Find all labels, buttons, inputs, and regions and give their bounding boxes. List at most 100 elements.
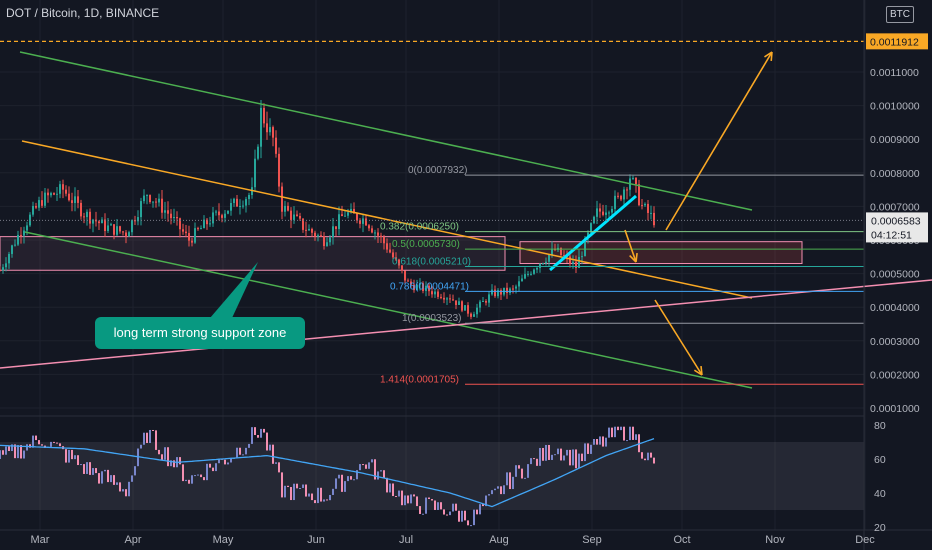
arrow-pullback-head bbox=[629, 252, 638, 263]
candle-body bbox=[437, 291, 439, 297]
rsi-bar bbox=[332, 488, 334, 495]
candle-body bbox=[92, 219, 94, 224]
rsi-bar bbox=[17, 445, 19, 459]
candle-body bbox=[473, 314, 475, 317]
rsi-bar bbox=[533, 458, 535, 460]
candle-body bbox=[440, 296, 442, 298]
candle-body bbox=[200, 228, 202, 230]
candle-body bbox=[506, 287, 508, 294]
candle-body bbox=[398, 259, 400, 266]
candle-body bbox=[581, 256, 583, 258]
rsi-bar bbox=[653, 457, 655, 464]
candle-body bbox=[26, 225, 28, 231]
rsi-bar bbox=[59, 443, 61, 447]
rsi-bar bbox=[410, 494, 412, 504]
candle-body bbox=[470, 313, 472, 317]
candle-body bbox=[317, 235, 319, 237]
rsi-bar bbox=[452, 503, 454, 512]
rsi-bar bbox=[107, 469, 109, 483]
candle-body bbox=[305, 229, 307, 231]
rsi-bar bbox=[305, 484, 307, 497]
candle-body bbox=[278, 153, 280, 187]
candle-body bbox=[20, 234, 22, 236]
candle-body bbox=[332, 226, 334, 238]
candle-body bbox=[542, 263, 544, 265]
candle-body bbox=[491, 289, 493, 295]
rsi-bar bbox=[122, 489, 124, 492]
rsi-bar bbox=[545, 444, 547, 461]
time-axis: Mar Apr May Jun Jul Aug Sep Oct Nov Dec bbox=[31, 534, 876, 546]
currency-badge[interactable]: BTC bbox=[886, 6, 914, 23]
candle-body bbox=[14, 244, 16, 246]
rsi-bar bbox=[602, 436, 604, 447]
candle-body bbox=[482, 301, 484, 303]
candle-body bbox=[350, 208, 352, 213]
candle-body bbox=[275, 137, 277, 154]
rsi-bar bbox=[437, 502, 439, 510]
callout-pointer bbox=[210, 262, 258, 318]
candle-body bbox=[269, 127, 271, 133]
rsi-bar bbox=[431, 499, 433, 501]
candle-body bbox=[455, 300, 457, 305]
rsi-bar bbox=[188, 479, 190, 484]
rsi-bar bbox=[476, 509, 478, 515]
candle-body bbox=[422, 283, 424, 291]
projection-arrows bbox=[210, 51, 773, 376]
rsi-bar bbox=[590, 444, 592, 454]
candle-body bbox=[137, 217, 139, 222]
rsi-bar bbox=[440, 502, 442, 510]
rsi-bar bbox=[227, 462, 229, 465]
candle-body bbox=[572, 261, 574, 264]
candle-body bbox=[311, 228, 313, 233]
candle-body bbox=[239, 206, 241, 208]
candle-body bbox=[17, 234, 19, 245]
candle-body bbox=[323, 236, 325, 247]
x-tick-label: Aug bbox=[489, 534, 509, 546]
candle-body bbox=[83, 216, 85, 218]
candle-body bbox=[536, 268, 538, 270]
candle-body bbox=[335, 226, 337, 229]
candle-body bbox=[308, 228, 310, 231]
candle-body bbox=[224, 213, 226, 218]
candle-body bbox=[113, 224, 115, 235]
candle-body bbox=[413, 284, 415, 291]
y-tick-label: 0.0009000 bbox=[870, 134, 920, 146]
candle-body bbox=[614, 195, 616, 209]
rsi-panel bbox=[0, 426, 864, 527]
rsi-bar bbox=[194, 475, 196, 477]
rsi-bar bbox=[494, 488, 496, 491]
candle-body bbox=[191, 240, 193, 243]
rsi-bar bbox=[392, 483, 394, 497]
candle-body bbox=[194, 228, 196, 243]
candle-body bbox=[599, 208, 601, 212]
candle-body bbox=[221, 215, 223, 218]
candle-body bbox=[434, 291, 436, 295]
candle-body bbox=[272, 127, 274, 138]
candle-body bbox=[188, 233, 190, 241]
rsi-bar bbox=[461, 510, 463, 522]
rsi-bar bbox=[527, 464, 529, 478]
candle-body bbox=[62, 184, 64, 190]
candle-body bbox=[215, 211, 217, 213]
rsi-bar bbox=[119, 482, 121, 492]
rsi-bar bbox=[89, 462, 91, 475]
candle-body bbox=[104, 219, 106, 232]
rsi-bar bbox=[257, 435, 259, 438]
rsi-bar bbox=[368, 462, 370, 469]
rsi-bar bbox=[548, 444, 550, 460]
rsi-bar bbox=[218, 458, 220, 464]
candle-body bbox=[116, 226, 118, 235]
candle-body bbox=[365, 218, 367, 226]
candle-body bbox=[119, 226, 121, 232]
candle-body bbox=[128, 232, 130, 237]
candle-body bbox=[488, 294, 490, 303]
candle-body bbox=[518, 281, 520, 287]
rsi-bar bbox=[308, 493, 310, 497]
candle-body bbox=[530, 273, 532, 275]
rsi-bar bbox=[470, 525, 472, 527]
trendline-cyan bbox=[549, 194, 637, 272]
x-tick-label: Nov bbox=[765, 534, 785, 546]
candle-body bbox=[236, 198, 238, 207]
grid bbox=[0, 0, 866, 530]
